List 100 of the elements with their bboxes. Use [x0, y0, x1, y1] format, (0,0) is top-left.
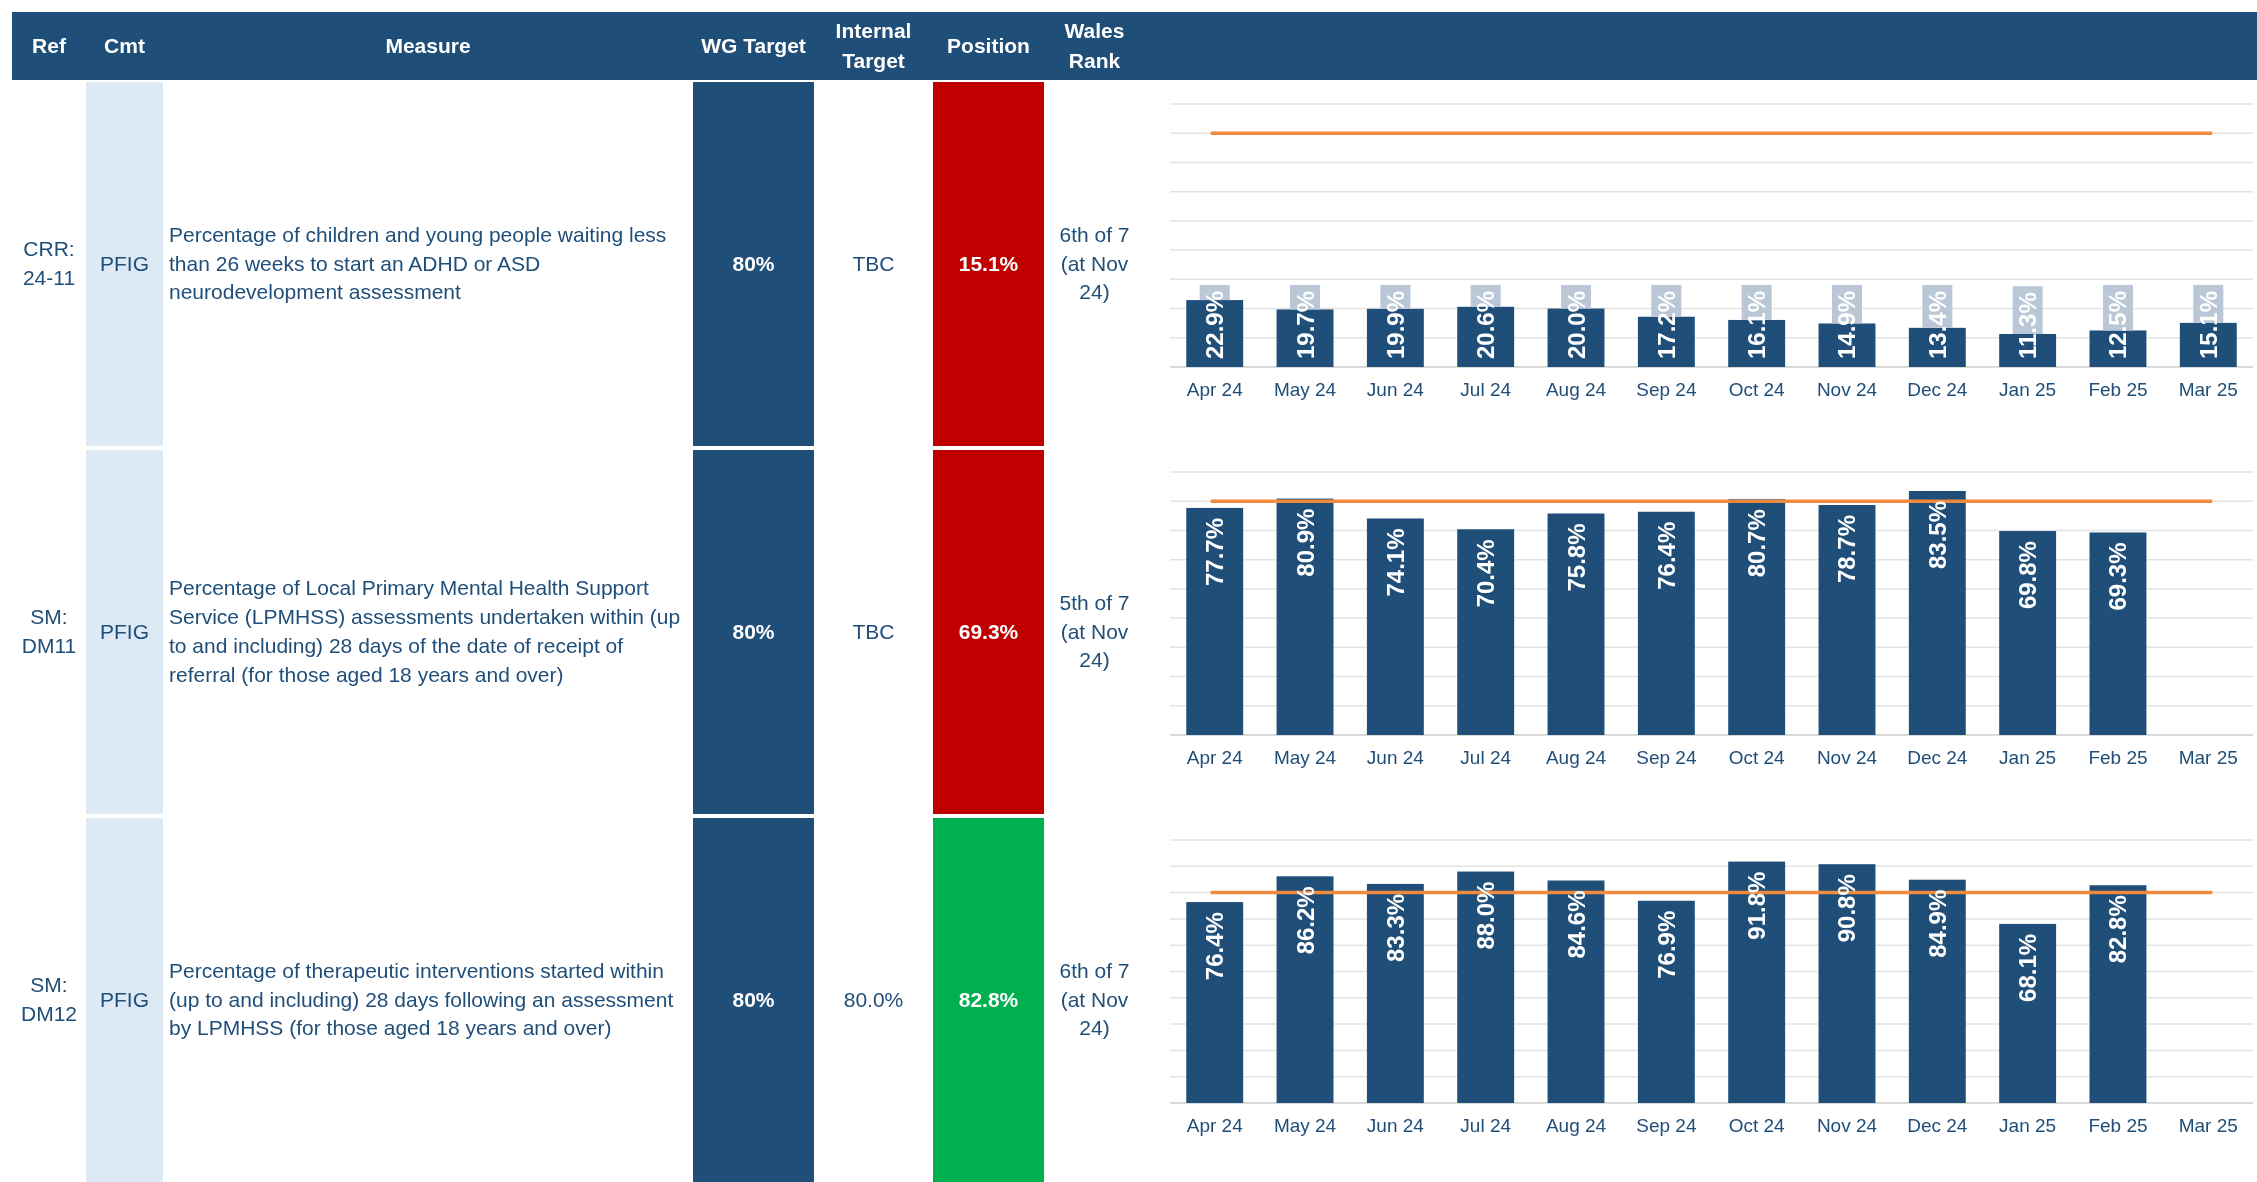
data-label: 84.6% — [1562, 890, 1590, 959]
text: PFIG — [86, 818, 163, 1182]
x-tick-label: Mar 25 — [2178, 379, 2238, 401]
text: 80% — [693, 82, 814, 446]
x-tick-label: Jan 25 — [1999, 379, 2057, 401]
text: TBC — [851, 618, 896, 645]
bar — [1547, 513, 1605, 735]
bar — [2089, 532, 2147, 735]
bar — [1818, 864, 1876, 1103]
text: Percentage of therapeutic interventions started within (up to and including) 28 days following an assessment by LPMHSS (for those aged 18 years and over) — [168, 957, 675, 1042]
x-tick-label: Jul 24 — [1460, 1115, 1512, 1137]
data-label: 16.1% — [1743, 290, 1771, 359]
bar — [1276, 876, 1334, 1103]
data-label: 77.7% — [1201, 517, 1229, 587]
bar — [1908, 490, 1966, 735]
x-tick-label: Apr 24 — [1186, 379, 1244, 401]
data-label: 91.8% — [1743, 871, 1771, 940]
data-label: 69.8% — [2014, 541, 2042, 610]
data-label: 11.3% — [2014, 292, 2042, 359]
text: 15.1% — [933, 82, 1044, 446]
data-label: 20.6% — [1472, 290, 1500, 359]
x-tick-label: Sep 24 — [1636, 1115, 1697, 1137]
data-label: 76.4% — [1652, 521, 1680, 590]
bar — [1728, 861, 1786, 1103]
bar — [1999, 531, 2057, 735]
x-tick-label: Feb 25 — [2088, 1115, 2148, 1137]
category-label: Ref — [31, 32, 67, 59]
x-tick-label: Oct 24 — [1728, 1115, 1786, 1137]
bar — [1186, 507, 1244, 735]
bar — [1637, 900, 1695, 1103]
data-label: 74.1% — [1381, 528, 1409, 597]
data-label: 88.0% — [1472, 881, 1500, 950]
data-label: 83.3% — [1381, 893, 1409, 962]
x-tick-label: Jan 25 — [1999, 1115, 2057, 1137]
text: CRR: 24-11 — [21, 236, 77, 291]
x-tick-label: Apr 24 — [1186, 1115, 1244, 1137]
x-tick-label: Jun 24 — [1366, 747, 1425, 769]
data-label: 86.2% — [1291, 886, 1319, 955]
x-tick-label: Nov 24 — [1816, 379, 1878, 401]
bar — [1366, 518, 1424, 735]
bar — [1186, 902, 1244, 1103]
text: 80% — [693, 818, 814, 1182]
text: TBC — [851, 250, 896, 277]
text: SM: DM12 — [20, 972, 78, 1027]
text: 69.3% — [933, 450, 1044, 814]
text: 6th of 7 (at Nov 24) — [1058, 221, 1131, 306]
data-label: 80.9% — [1291, 508, 1319, 577]
data-label: 76.9% — [1652, 910, 1680, 979]
x-tick-label: Oct 24 — [1728, 379, 1786, 401]
bar — [1999, 923, 2057, 1103]
data-label: 68.1% — [2014, 933, 2042, 1002]
bar — [1908, 879, 1966, 1103]
data-label: 82.8% — [2104, 895, 2132, 964]
x-tick-label: Oct 24 — [1728, 747, 1786, 769]
x-tick-label: Aug 24 — [1545, 747, 1607, 769]
category-label: Cmt — [103, 32, 146, 59]
data-label: 78.7% — [1833, 515, 1861, 584]
x-tick-label: Jan 25 — [1999, 747, 2057, 769]
bar — [1818, 505, 1876, 735]
x-tick-label: Mar 25 — [2178, 747, 2238, 769]
text: 80.0% — [842, 986, 905, 1013]
x-tick-label: Nov 24 — [1816, 1115, 1878, 1137]
category-label: Position — [946, 32, 1031, 59]
x-tick-label: Aug 24 — [1545, 1115, 1607, 1137]
x-tick-label: Dec 24 — [1907, 747, 1968, 769]
x-tick-label: May 24 — [1273, 1115, 1337, 1137]
data-label: 19.9% — [1381, 290, 1409, 359]
bar — [1637, 511, 1695, 735]
bar — [1457, 871, 1515, 1103]
text: 6th of 7 (at Nov 24) — [1058, 957, 1131, 1042]
data-label: 76.4% — [1201, 912, 1229, 981]
text: Percentage of Local Primary Mental Health Support Service (LPMHSS) assessments undertaken within (up to and including) 28 days of the date of receipt of referral (for those aged 18 years and over) — [168, 575, 682, 688]
data-label: 90.8% — [1833, 874, 1861, 943]
x-tick-label: Aug 24 — [1545, 379, 1607, 401]
data-label: 83.5% — [1923, 500, 1951, 570]
text: 82.8% — [933, 818, 1044, 1182]
data-label: 75.8% — [1562, 523, 1590, 592]
category-label: WG Target — [700, 32, 807, 59]
x-tick-label: May 24 — [1273, 379, 1337, 401]
data-label: 13.4% — [1923, 290, 1951, 359]
data-label: 17.2% — [1652, 290, 1680, 359]
x-tick-label: Jun 24 — [1366, 1115, 1425, 1137]
x-tick-label: Feb 25 — [2088, 379, 2148, 401]
text: SM: DM11 — [20, 604, 78, 659]
x-tick-label: Apr 24 — [1186, 747, 1244, 769]
bar — [1457, 529, 1515, 735]
data-label: 84.9% — [1923, 889, 1951, 958]
bar — [1547, 880, 1605, 1103]
data-label: 22.9% — [1201, 290, 1229, 359]
x-tick-label: Jul 24 — [1460, 379, 1512, 401]
data-label: 15.1% — [2194, 290, 2222, 359]
x-tick-label: Dec 24 — [1907, 1115, 1968, 1137]
data-label: 70.4% — [1472, 539, 1500, 608]
text: Percentage of children and young people waiting less than 26 weeks to start an ADHD or ASD neurodevelopment assessment — [168, 221, 668, 306]
text: PFIG — [86, 450, 163, 814]
data-label: 14.9% — [1833, 290, 1861, 359]
x-tick-label: Sep 24 — [1636, 747, 1697, 769]
x-tick-label: Nov 24 — [1816, 747, 1878, 769]
x-tick-label: Feb 25 — [2088, 747, 2148, 769]
bar — [1366, 883, 1424, 1103]
